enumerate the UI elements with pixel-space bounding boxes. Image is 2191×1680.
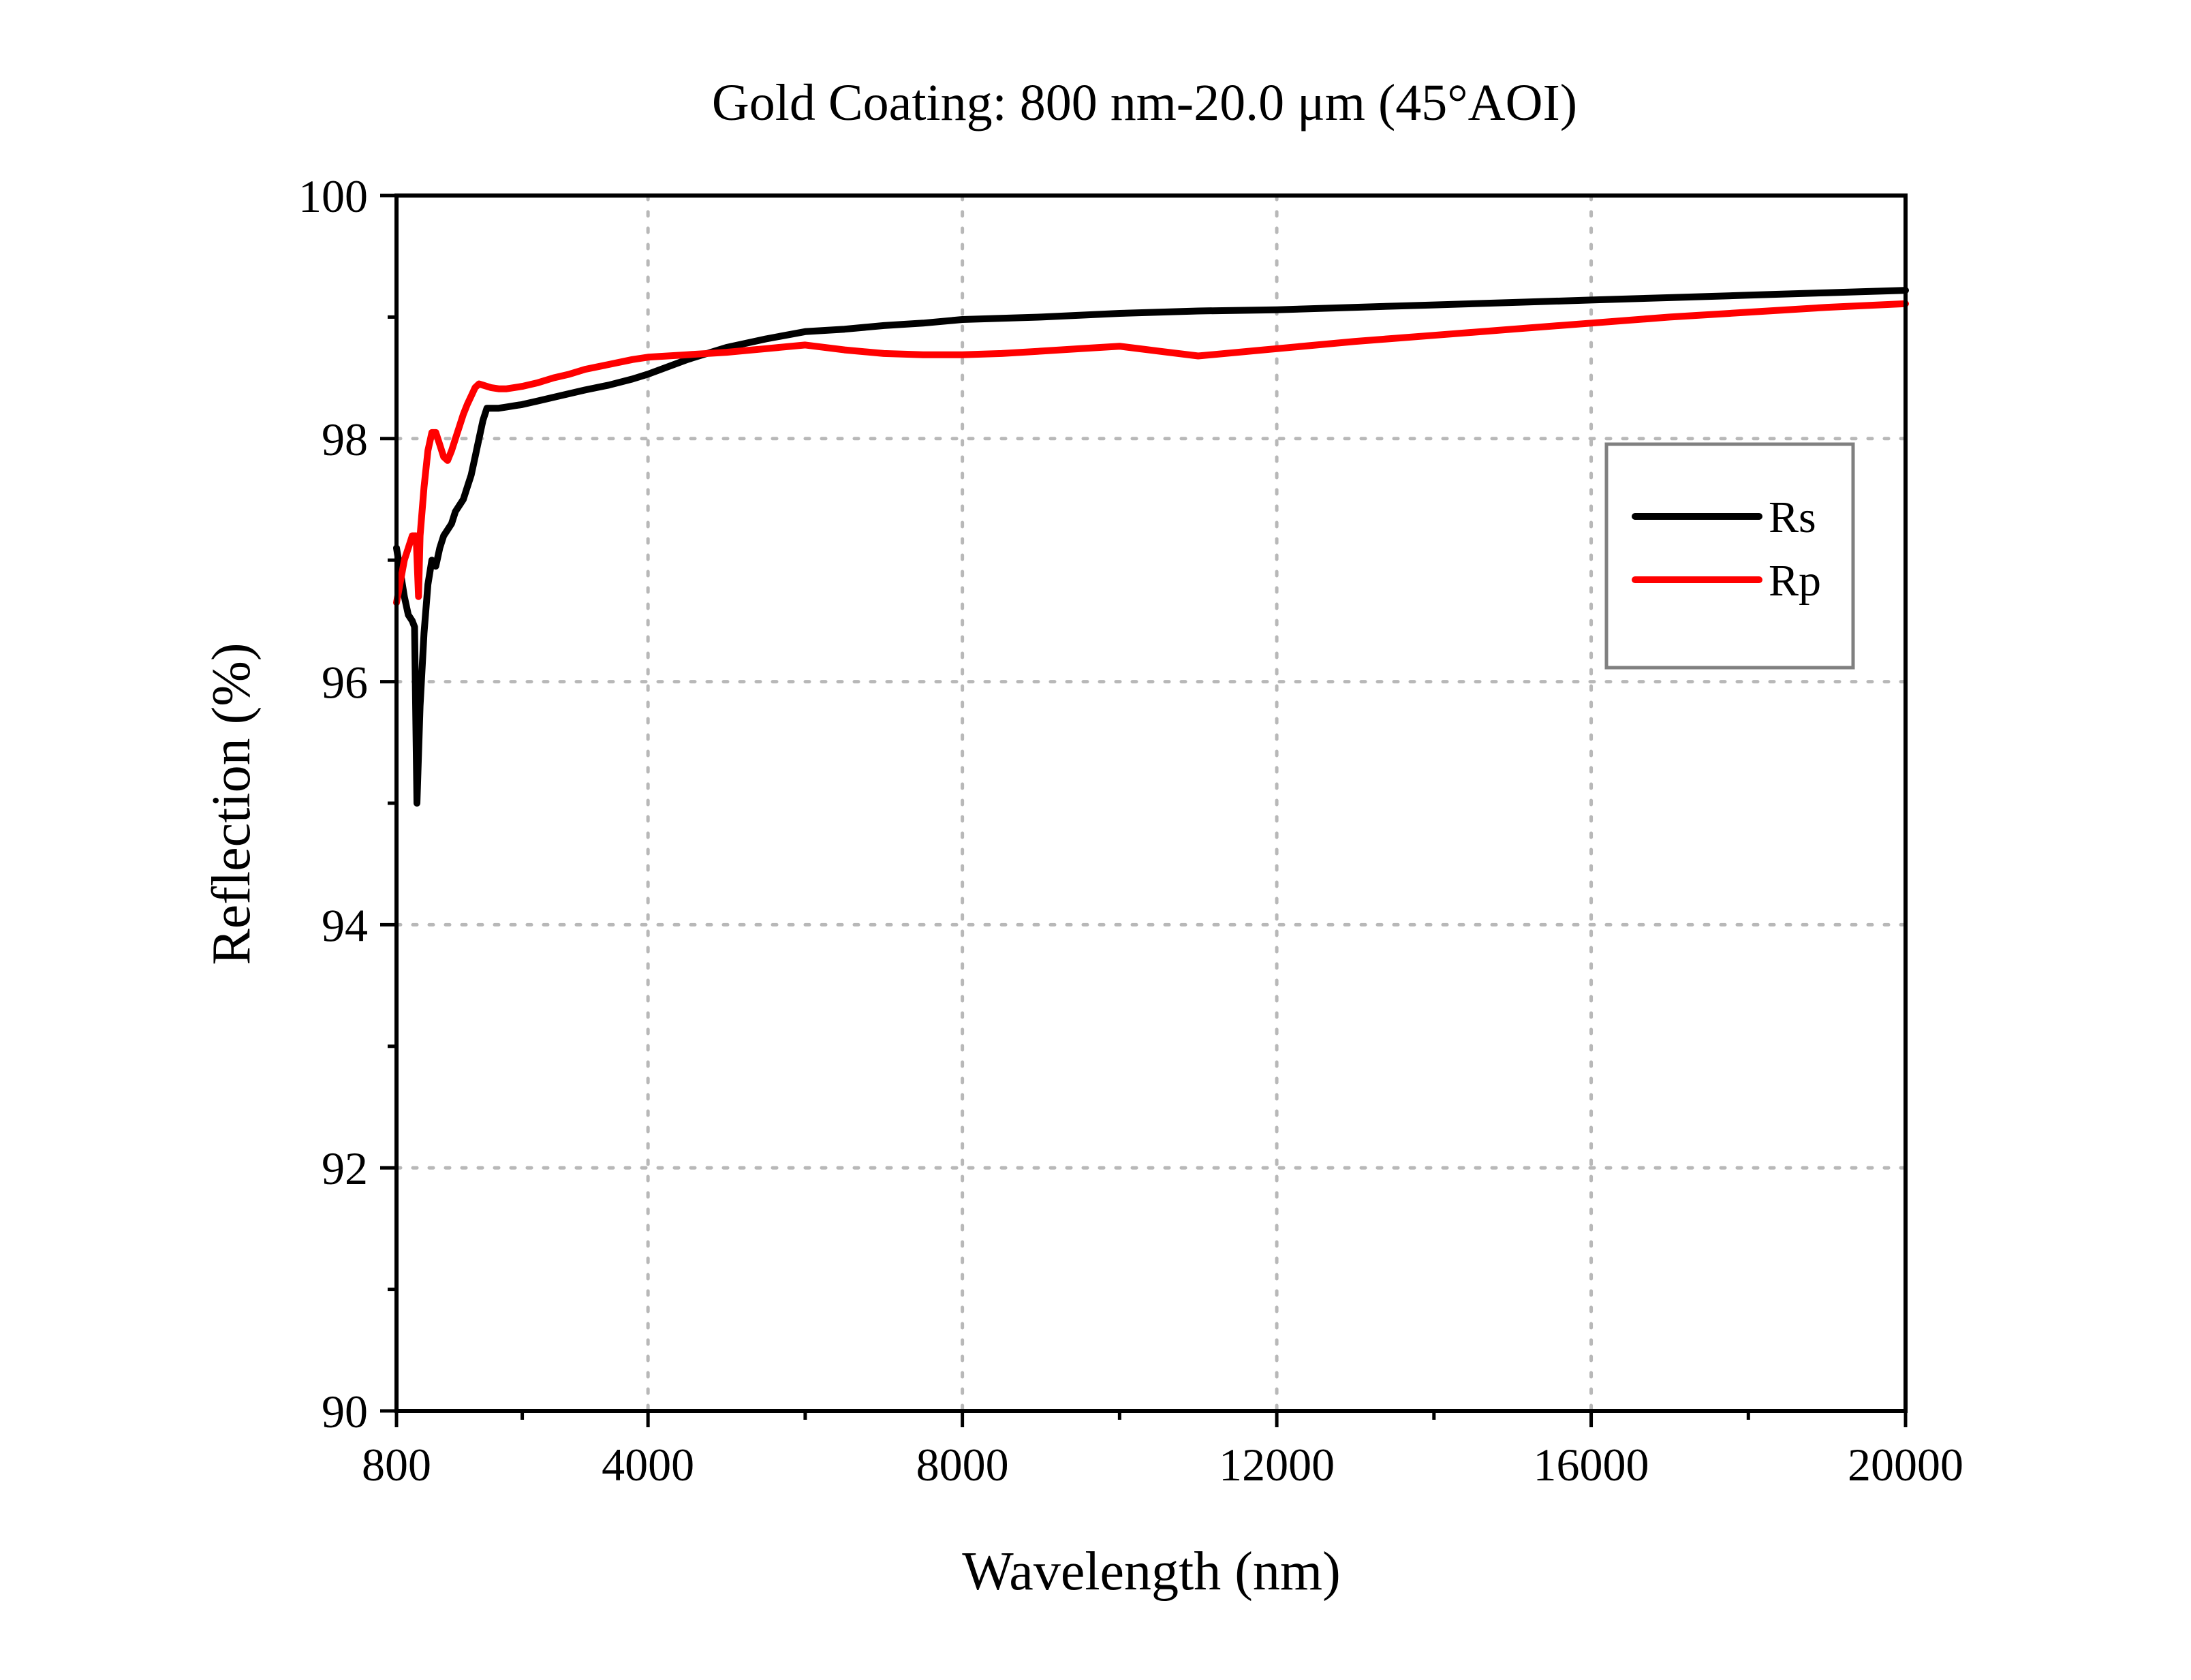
- y-tick-label-92: 92: [322, 1142, 368, 1194]
- series-line-rs: [393, 287, 1909, 807]
- x-tick-label-12000: 12000: [1219, 1439, 1335, 1491]
- x-axis-label: Wavelength (nm): [962, 1542, 1341, 1602]
- legend-label-rs: Rs: [1769, 493, 1816, 542]
- x-tick-label-16000: 16000: [1534, 1439, 1649, 1491]
- legend: Rs Rp: [1604, 442, 1855, 670]
- axis-ticks: [380, 193, 1908, 1427]
- legend-label-rp: Rp: [1769, 556, 1821, 606]
- y-tick-label-90: 90: [322, 1386, 368, 1437]
- y-tick-label-94: 94: [322, 899, 368, 951]
- y-tick-label-100: 100: [298, 170, 368, 222]
- x-tick-label-800: 800: [362, 1439, 431, 1491]
- x-tick-label-8000: 8000: [916, 1439, 1009, 1491]
- chart-title: Gold Coating: 800 nm-20.0 μm (45°AOI): [712, 74, 1577, 131]
- x-tick-label-4000: 4000: [602, 1439, 694, 1491]
- series-lines: [393, 287, 1909, 807]
- y-tick-label-98: 98: [322, 414, 368, 465]
- y-tick-label-96: 96: [322, 657, 368, 709]
- legend-box: [1604, 442, 1855, 670]
- x-tick-label-20000: 20000: [1848, 1439, 1963, 1491]
- gridlines: [394, 193, 1908, 1413]
- x-axis-tick-labels: 800 4000 8000 12000 16000 20000: [362, 1439, 1963, 1491]
- series-line-rp: [393, 300, 1909, 606]
- y-axis-label: Reflection (%): [202, 642, 262, 965]
- y-axis-tick-labels: 90 92 94 96 98 100: [298, 170, 368, 1437]
